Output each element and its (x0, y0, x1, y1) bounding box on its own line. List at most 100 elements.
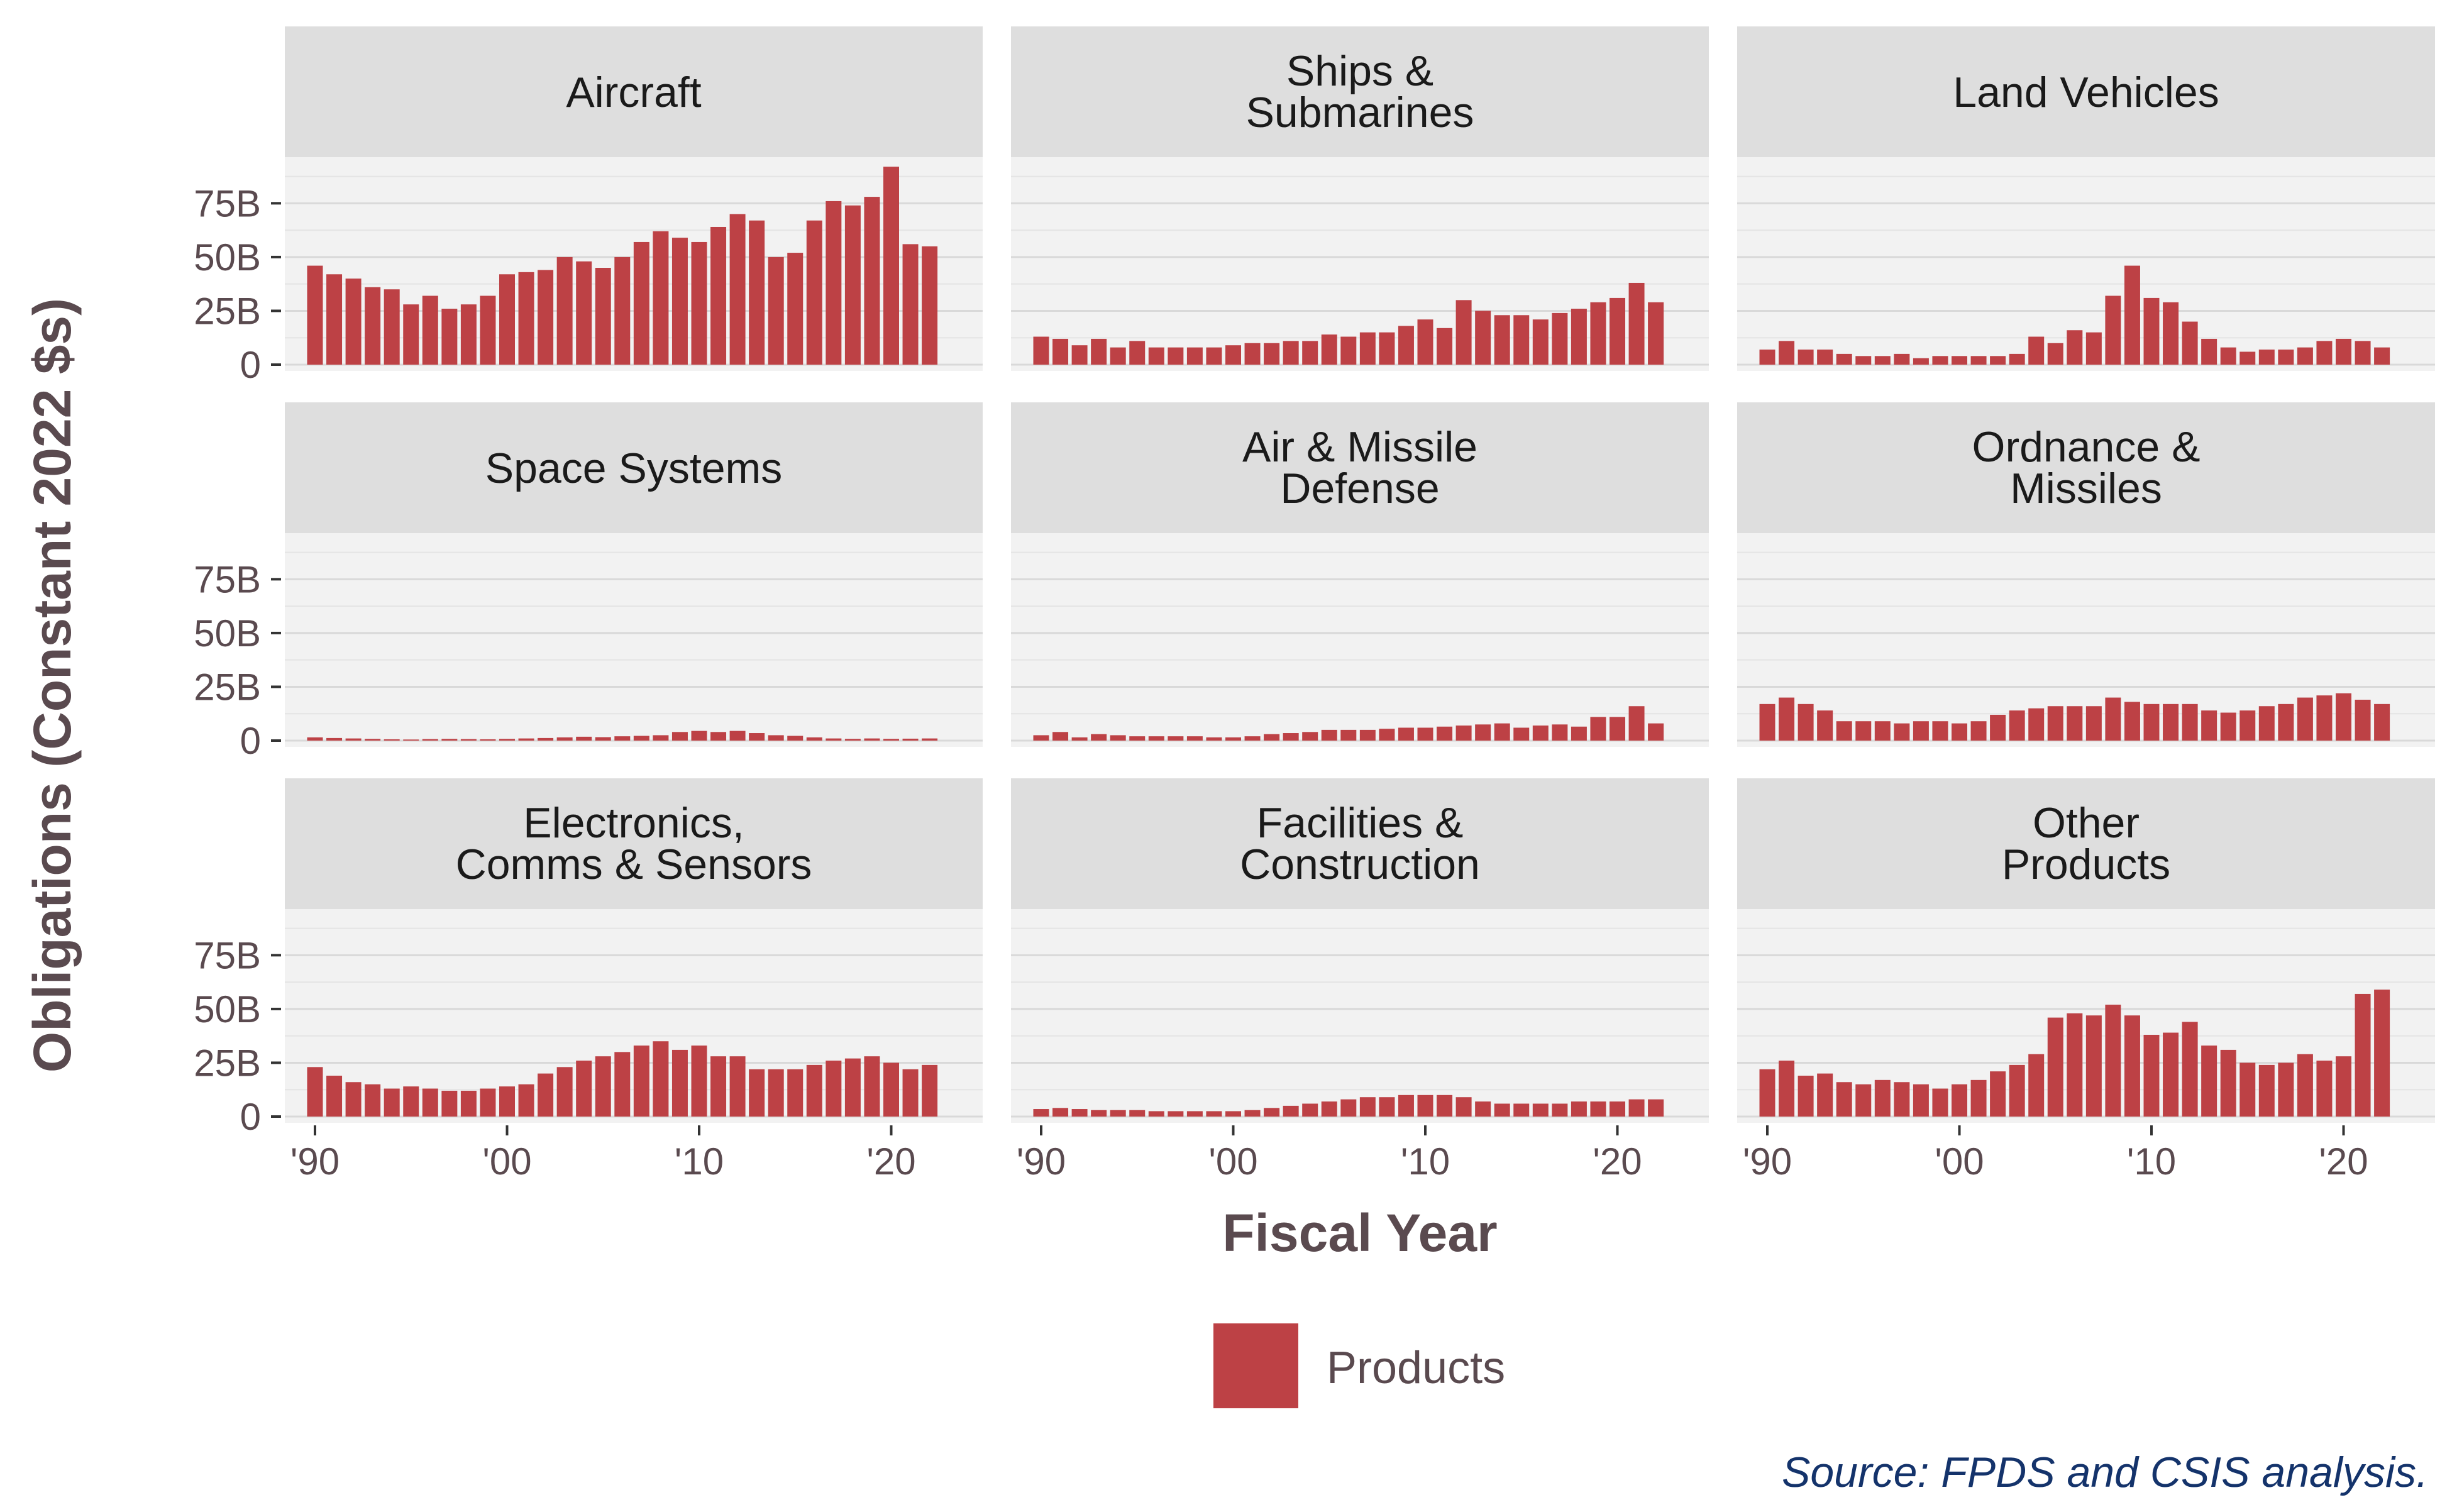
bar (1874, 356, 1891, 365)
bar (787, 736, 804, 741)
bar (1894, 353, 1910, 365)
bar (1206, 737, 1222, 741)
bar (653, 735, 669, 741)
bar (1129, 1110, 1146, 1117)
bar (1759, 1069, 1775, 1117)
bar (729, 1056, 746, 1117)
bar (2047, 706, 2063, 741)
bar (1798, 350, 1814, 365)
facet-title: Land Vehicles (1953, 69, 2219, 116)
x-tick-label: '90 (290, 1140, 340, 1183)
bar (633, 736, 649, 741)
bar (1225, 345, 1241, 365)
bar (1302, 341, 1318, 365)
facet-title-line-1: Electronics, (523, 799, 744, 847)
bar (1874, 721, 1891, 741)
bar (326, 737, 343, 741)
bar (883, 1062, 899, 1117)
bar (1894, 723, 1910, 741)
bar (499, 274, 515, 365)
bar (1302, 732, 1318, 741)
bar (1417, 1095, 1433, 1117)
bar (2028, 708, 2045, 741)
facet-title-line-2: Comms & Sensors (456, 841, 812, 888)
facet-strip (1011, 402, 1709, 533)
facet-title-line-1: Ordnance & (1972, 423, 2201, 471)
facet-title-line-1: Ships & (1286, 47, 1433, 95)
bar (1571, 726, 1587, 741)
bar (1855, 1084, 1872, 1117)
bar (499, 739, 515, 741)
y-axis-title: Obligations (Constant 2022 $s) (23, 298, 82, 1073)
bar (1990, 714, 2006, 741)
bar (1264, 1108, 1280, 1117)
bar (1817, 350, 1833, 365)
x-tick-label: '00 (1935, 1140, 1984, 1183)
bar (384, 739, 400, 741)
bar (1071, 737, 1088, 741)
bar (2143, 1034, 2160, 1117)
bar (1091, 338, 1107, 365)
bar (2374, 990, 2390, 1117)
bar (1494, 1103, 1510, 1117)
bar (2336, 338, 2351, 365)
bar (2297, 697, 2313, 741)
bar (538, 737, 554, 741)
bar (480, 295, 496, 365)
bar (365, 287, 381, 365)
bar (345, 738, 362, 741)
bar (1836, 1082, 1852, 1117)
bar (1244, 736, 1261, 741)
bar (1283, 341, 1299, 365)
x-tick-label: '20 (2319, 1140, 2368, 1183)
bar (729, 731, 746, 741)
bar (2085, 1015, 2102, 1117)
bar (441, 309, 458, 365)
bar (710, 226, 727, 365)
facet-title-line-1: Facilities & (1257, 799, 1464, 847)
bar (1168, 347, 1184, 365)
facet-panel (285, 533, 983, 747)
bar (2182, 321, 2198, 365)
bar (2009, 710, 2025, 741)
bar (1379, 1097, 1395, 1117)
bar (2336, 1056, 2351, 1117)
bar (1836, 721, 1852, 741)
bar (1033, 336, 1049, 365)
bar (2220, 347, 2236, 365)
facet-strip (1737, 402, 2435, 533)
bar (1225, 1111, 1241, 1117)
bar (1513, 315, 1530, 365)
x-tick-label: '20 (866, 1140, 915, 1183)
bar (2355, 993, 2371, 1117)
x-tick-label: '90 (1017, 1140, 1066, 1183)
bar (1494, 315, 1510, 365)
bar (1302, 1103, 1318, 1117)
bar (1379, 332, 1395, 365)
bar (826, 201, 842, 365)
bar (422, 295, 438, 365)
bar (902, 738, 919, 741)
bar (595, 1056, 611, 1117)
y-tick-label: 25B (194, 666, 261, 708)
bar (2316, 341, 2333, 365)
bar (633, 241, 649, 365)
bar (902, 1069, 919, 1117)
bar (1552, 1103, 1568, 1117)
bar (2278, 350, 2294, 365)
bar (1970, 1079, 1987, 1117)
bar (1206, 347, 1222, 365)
bar (2258, 350, 2275, 365)
bar (538, 1073, 554, 1117)
bar (633, 1046, 649, 1117)
bar (1952, 723, 1967, 741)
bar (2201, 710, 2217, 741)
y-tick-label: 0 (240, 720, 261, 762)
bar (441, 739, 458, 741)
bar (2009, 1064, 2025, 1117)
source-note: Source: FPDS and CSIS analysis. (1782, 1449, 2428, 1496)
bar (883, 739, 899, 741)
bar (1398, 1095, 1414, 1117)
bar (556, 1067, 573, 1117)
